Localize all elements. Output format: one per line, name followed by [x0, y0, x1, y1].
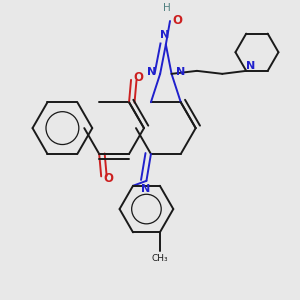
Text: N: N	[176, 67, 185, 77]
Text: O: O	[172, 14, 182, 26]
Text: O: O	[104, 172, 114, 185]
Text: O: O	[134, 71, 143, 84]
Text: N: N	[246, 61, 255, 71]
Text: N: N	[141, 184, 150, 194]
Text: H: H	[163, 3, 171, 13]
Text: N: N	[147, 67, 156, 77]
Text: CH₃: CH₃	[152, 254, 168, 262]
Text: N: N	[160, 30, 170, 40]
